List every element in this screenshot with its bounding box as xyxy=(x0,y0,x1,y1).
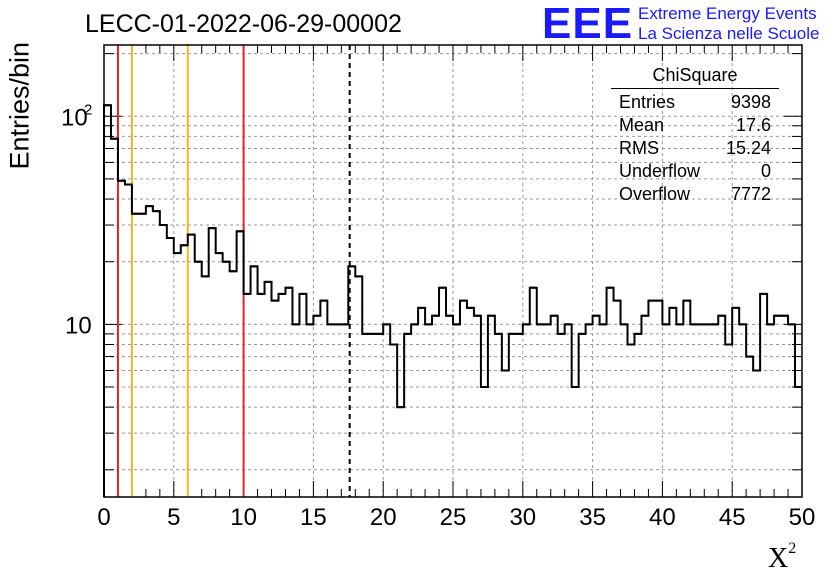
plot-frame xyxy=(103,44,803,498)
stats-title: ChiSquare xyxy=(611,65,779,89)
stats-row-overflow: Overflow 7772 xyxy=(619,184,771,204)
logo-line-2: La Scienza nelle Scuole xyxy=(638,24,820,43)
x-tick-label: 45 xyxy=(719,504,746,531)
x-tick-label: 10 xyxy=(230,504,257,531)
stats-row-rms: RMS 15.24 xyxy=(619,138,771,158)
x-axis-label: X2 xyxy=(768,540,797,574)
x-tick-label: 35 xyxy=(579,504,606,531)
stats-row-underflow: Underflow 0 xyxy=(619,161,771,181)
x-tick-label: 15 xyxy=(300,504,327,531)
y-tick-label: 10 xyxy=(61,104,88,131)
x-tick-label: 20 xyxy=(370,504,397,531)
y-tick-label: 10 xyxy=(65,312,92,339)
eee-logo: EEE xyxy=(542,0,634,48)
y-axis-label: Entries/bin xyxy=(4,41,35,170)
x-tick-label: 0 xyxy=(97,504,110,531)
y-tick-label-exponent: 2 xyxy=(84,101,92,118)
logo-line-1: Extreme Energy Events xyxy=(638,4,817,23)
stats-row-entries: Entries 9398 xyxy=(619,92,771,112)
stats-box: ChiSquare Entries 9398 Mean 17.6 RMS 15.24 … xyxy=(611,65,779,206)
x-tick-label: 25 xyxy=(440,504,467,531)
x-tick-label: 5 xyxy=(167,504,180,531)
plot-title: LECC-01-2022-06-29-00002 xyxy=(85,10,402,38)
x-tick-label: 40 xyxy=(649,504,676,531)
x-tick-label: 30 xyxy=(509,504,536,531)
x-tick-label: 50 xyxy=(789,504,816,531)
stats-row-mean: Mean 17.6 xyxy=(619,115,771,135)
